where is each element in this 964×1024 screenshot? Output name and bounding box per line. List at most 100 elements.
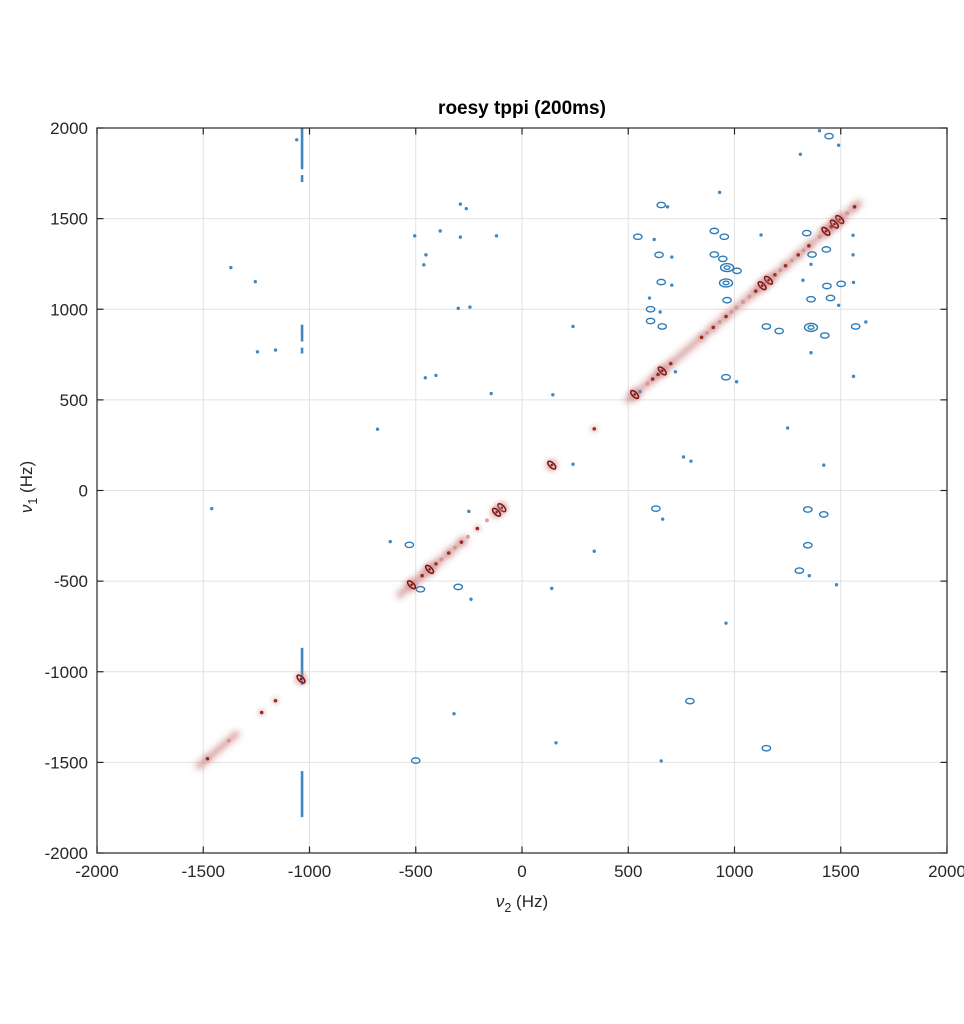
- cross-peak: [761, 323, 772, 330]
- cross-peak: [467, 509, 471, 514]
- diagonal-peak: [495, 511, 498, 514]
- cross-peak: [851, 280, 856, 285]
- diagonal-peak: [296, 674, 306, 684]
- cross-peak: [464, 206, 469, 211]
- diagonal-peak: [821, 226, 831, 236]
- x-axis-label: ν2 (Hz): [496, 892, 548, 915]
- cross-peak: [824, 132, 834, 140]
- cross-peak: [656, 201, 667, 209]
- diagonal-peak: [729, 309, 734, 314]
- diagonal-peak: [446, 551, 451, 555]
- cross-peak: [851, 233, 855, 237]
- cross-peak: [801, 229, 812, 237]
- x-tick-label: 1500: [822, 862, 860, 881]
- plot-title: roesy tppi (200ms): [438, 98, 606, 119]
- cross-peak: [802, 506, 813, 513]
- cross-peak: [732, 267, 742, 275]
- cross-peak: [722, 296, 732, 304]
- y-tick-label: -1000: [45, 663, 88, 682]
- cross-peak: [807, 324, 815, 330]
- cross-peak: [453, 583, 464, 591]
- diagonal-peak: [789, 258, 794, 263]
- axis-tick-labels: -2000 -1500 -1000 -500 0 500 1000 1500 2000 -2000…: [45, 119, 964, 881]
- diagonal-peak: [465, 534, 470, 539]
- y-tick-label: -500: [54, 572, 88, 591]
- y-tick-label: 1000: [50, 300, 88, 319]
- diagonal-peak: [547, 460, 557, 470]
- diagonal-peak: [773, 273, 777, 277]
- cross-peak: [652, 237, 656, 242]
- cross-peak: [851, 253, 855, 257]
- y-tick-label: -1500: [45, 753, 88, 772]
- cross-peak: [825, 294, 836, 302]
- diagonal-peak: [783, 263, 788, 268]
- cross-peak: [654, 251, 664, 259]
- cross-peak: [423, 376, 428, 380]
- cross-peak: [785, 426, 790, 430]
- diagonal-peak: [711, 325, 716, 330]
- cross-peak: [424, 253, 428, 257]
- diagonal-peak: [757, 281, 767, 291]
- cross-peak: [632, 233, 643, 241]
- cross-peak: [836, 280, 847, 288]
- diagonal-peak: [668, 361, 673, 366]
- diagonal-peak: [491, 507, 502, 517]
- cross-peak: [822, 463, 826, 467]
- diagonal-peak: [273, 698, 278, 703]
- diagonal-peak: [824, 230, 828, 233]
- diagonal-peak: [661, 369, 664, 373]
- cross-peak: [665, 205, 670, 209]
- x-tick-label: 500: [614, 862, 642, 881]
- cross-peak: [803, 322, 819, 333]
- x-tick-label: -1000: [288, 862, 331, 881]
- cross-peak: [438, 229, 442, 233]
- diagonal-peak: [205, 756, 210, 761]
- cross-peak: [807, 251, 817, 258]
- y-tick-label: 1500: [50, 210, 88, 229]
- cross-peak: [709, 251, 720, 258]
- cross-peak: [709, 227, 720, 235]
- cross-peak: [656, 278, 667, 286]
- y-tick-label: 500: [60, 391, 88, 410]
- cross-peak: [253, 280, 258, 284]
- diagonal-peak: [592, 427, 597, 431]
- cross-peak: [229, 265, 233, 270]
- cross-peak: [851, 374, 856, 379]
- cross-peak: [723, 265, 731, 271]
- cross-peak: [659, 759, 663, 763]
- cross-peak: [410, 757, 421, 764]
- cross-peak: [721, 373, 731, 381]
- cross-peak: [774, 327, 785, 335]
- diagonal-peak: [434, 562, 438, 566]
- diagonal-peak: [453, 545, 458, 550]
- diagonal-peak: [650, 377, 655, 381]
- diagonal-peak: [475, 526, 480, 531]
- cross-peak: [434, 373, 438, 378]
- cross-peak: [458, 235, 463, 239]
- cross-peak: [834, 583, 839, 587]
- cross-peak: [806, 295, 816, 303]
- cross-peak: [452, 712, 456, 716]
- cross-peak: [802, 541, 813, 549]
- diagonal-peak: [439, 557, 444, 562]
- cross-peak: [719, 233, 730, 241]
- diagonal-peak: [699, 335, 704, 340]
- cross-peak: [571, 462, 575, 466]
- diagonal-peak: [734, 305, 739, 310]
- cross-peak: [273, 348, 278, 352]
- diagonal-peak: [299, 677, 303, 681]
- diagonal-peaks: [203, 202, 859, 763]
- cross-peak: [388, 539, 392, 544]
- cross-peak: [821, 246, 832, 253]
- cross-peak: [658, 310, 662, 314]
- cross-peak: [722, 280, 730, 286]
- cross-peak: [494, 234, 499, 238]
- y-axis-label: ν1 (Hz): [17, 461, 40, 513]
- cross-peak: [719, 262, 735, 273]
- diagonal-peak: [629, 389, 640, 400]
- cross-peak: [645, 305, 656, 313]
- cross-peak: [864, 320, 868, 324]
- cross-peak: [255, 350, 260, 354]
- cross-peak: [647, 296, 652, 300]
